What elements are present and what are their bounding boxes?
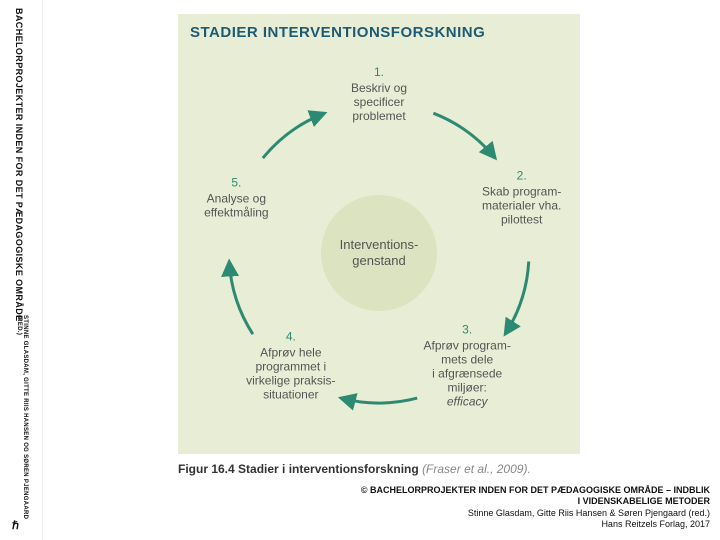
diagram-panel: STADIER INTERVENTIONSFORSKNING Intervent… <box>178 14 580 454</box>
svg-text:3.: 3. <box>462 322 472 336</box>
svg-text:genstand: genstand <box>352 253 406 268</box>
svg-text:miljøer:: miljøer: <box>448 380 487 394</box>
svg-text:effektmåling: effektmåling <box>204 206 268 220</box>
svg-text:problemet: problemet <box>352 109 406 123</box>
svg-text:Interventions-: Interventions- <box>340 237 419 252</box>
svg-text:1.: 1. <box>374 65 384 79</box>
caption-source: (Fraser et al., 2009). <box>422 462 531 476</box>
svg-text:pilottest: pilottest <box>501 213 543 227</box>
caption-label: Figur 16.4 Stadier i interventionsforskn… <box>178 462 419 476</box>
svg-text:Beskriv og: Beskriv og <box>351 81 407 95</box>
copyright-footer: © BACHELORPROJEKTER INDEN FOR DET PÆDAGO… <box>361 485 710 530</box>
svg-text:situationer: situationer <box>263 387 318 401</box>
footer-line-2: I VIDENSKABELIGE METODER <box>361 496 710 507</box>
svg-text:Skab program-: Skab program- <box>482 185 561 199</box>
spine-authors: STINNE GLASDAM, GITTE RIIS HANSEN OG SØR… <box>16 315 28 540</box>
svg-text:programmet i: programmet i <box>255 359 326 373</box>
footer-line-3: Stinne Glasdam, Gitte Riis Hansen & Søre… <box>361 508 710 519</box>
svg-text:specificer: specificer <box>354 95 405 109</box>
svg-text:efficacy: efficacy <box>447 394 489 408</box>
svg-text:virkelige praksis-: virkelige praksis- <box>246 373 335 387</box>
svg-text:materialer vha.: materialer vha. <box>482 199 561 213</box>
book-spine: BACHELORPROJEKTER INDEN FOR DET PÆDAGOGI… <box>0 0 43 540</box>
figure-caption: Figur 16.4 Stadier i interventionsforskn… <box>178 462 531 476</box>
publisher-logo: ℏ <box>12 519 19 532</box>
svg-text:2.: 2. <box>517 169 527 183</box>
svg-text:Afprøv program-: Afprøv program- <box>423 338 510 352</box>
svg-text:Analyse og: Analyse og <box>207 192 266 206</box>
svg-text:mets dele: mets dele <box>441 352 493 366</box>
svg-text:4.: 4. <box>286 329 296 343</box>
spine-title: BACHELORPROJEKTER INDEN FOR DET PÆDAGOGI… <box>14 8 24 322</box>
footer-line-1: © BACHELORPROJEKTER INDEN FOR DET PÆDAGO… <box>361 485 710 496</box>
cycle-diagram: Interventions-genstand 1. Beskriv ogspecif… <box>178 48 580 450</box>
svg-text:Afprøv hele: Afprøv hele <box>260 345 322 359</box>
panel-title: STADIER INTERVENTIONSFORSKNING <box>190 24 485 41</box>
svg-text:5.: 5. <box>231 176 241 190</box>
footer-line-4: Hans Reitzels Forlag, 2017 <box>361 519 710 530</box>
svg-text:i afgrænsede: i afgrænsede <box>432 366 502 380</box>
